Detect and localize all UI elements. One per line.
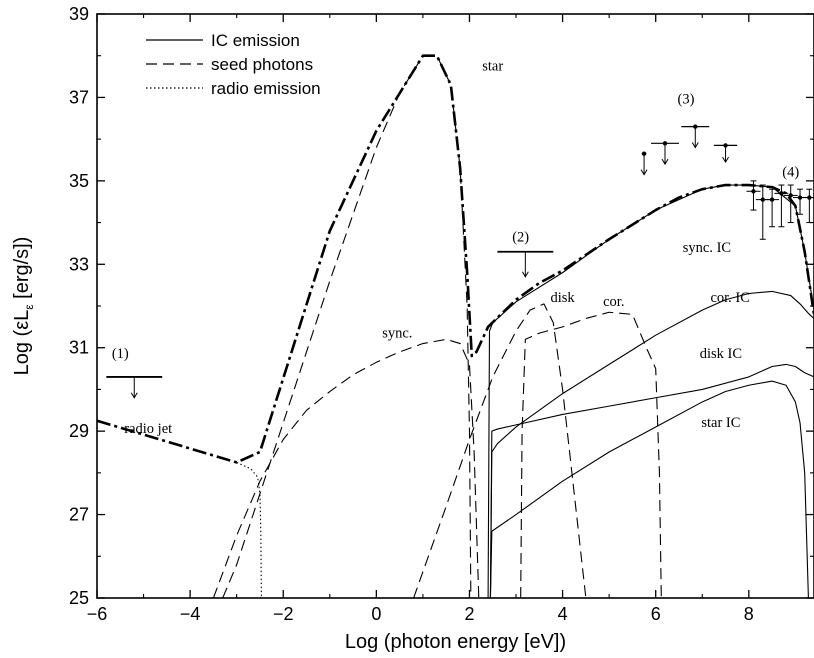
annotation-label: disk — [550, 290, 575, 306]
series-lines — [97, 54, 814, 598]
y-tick-label: 27 — [69, 505, 89, 525]
data-point-marker — [788, 193, 793, 198]
upper-limit-marker — [693, 124, 698, 129]
y-tick-label: 37 — [69, 87, 89, 107]
upper-limit-arrowhead — [722, 156, 729, 164]
annotation-label: (2) — [512, 229, 529, 245]
y-tick-label: 25 — [69, 588, 89, 608]
x-tick-label: 8 — [744, 604, 754, 624]
data-point-marker — [751, 189, 756, 194]
upper-limit-arrowhead — [521, 271, 529, 278]
y-tick-label: 31 — [69, 338, 89, 358]
upper-limit-arrowhead — [661, 158, 669, 166]
data-markers — [106, 124, 814, 399]
legend-label: IC emission — [211, 31, 300, 50]
y-tick-label: 39 — [69, 4, 89, 24]
series-radio-jet-line — [236, 461, 262, 598]
x-tick-label: 4 — [558, 604, 568, 624]
series-star-ic-line — [489, 380, 809, 598]
annotation-label: sync. IC — [683, 240, 731, 256]
annotation-label: cor. — [603, 294, 624, 310]
y-axis-label: Log (εLε [erg/s]) — [11, 237, 36, 376]
annotation-label: sync. — [382, 325, 412, 341]
series-cor-ic-line — [489, 290, 814, 598]
plot-border — [96, 13, 814, 599]
annotation-label: star IC — [701, 415, 740, 431]
annotations: star (3) (4) (2) sync. IC disk cor. cor. IC sync… — [112, 58, 800, 437]
y-tick-label: 35 — [69, 171, 89, 191]
series-sync-line — [212, 338, 480, 598]
annotation-label: disk IC — [700, 346, 742, 362]
data-point-marker — [797, 195, 803, 200]
upper-limit-marker — [641, 151, 647, 156]
series-total-line — [97, 54, 814, 464]
x-tick-label: −6 — [87, 604, 108, 624]
x-tick-label: 6 — [651, 604, 661, 624]
plot-frame — [96, 13, 814, 599]
x-tick-label: 0 — [371, 604, 381, 624]
series-star-line — [222, 55, 472, 598]
upper-limit-arrowhead — [691, 142, 699, 149]
legend-label: seed photons — [211, 55, 313, 74]
annotation-label: (4) — [782, 165, 799, 181]
upper-limit-marker — [723, 143, 728, 148]
annotation-label: radio jet — [124, 421, 172, 437]
series-disk-ic-line — [489, 363, 814, 598]
upper-limit-marker — [662, 141, 668, 146]
y-axis-label-sub: ε — [22, 304, 36, 310]
legend-label: radio emission — [211, 79, 321, 98]
upper-limit-arrowhead — [640, 169, 648, 176]
annotation-label: (3) — [678, 92, 695, 108]
series-disk-line — [413, 303, 587, 598]
upper-limit-arrowhead — [130, 392, 138, 399]
y-axis-label-main: Log (εL — [11, 310, 33, 376]
series-sync-ic-line — [487, 184, 814, 598]
x-tick-label: −2 — [273, 604, 294, 624]
y-axis-label-tail: [erg/s]) — [11, 237, 33, 305]
x-tick-label: −4 — [180, 604, 201, 624]
x-tick-label: 2 — [464, 604, 474, 624]
data-point-marker — [807, 195, 812, 200]
series-cor-line — [520, 311, 662, 598]
data-point-marker — [769, 197, 775, 202]
y-tick-label: 33 — [69, 254, 89, 274]
annotation-label: star — [482, 58, 503, 74]
annotation-label: cor. IC — [710, 290, 749, 306]
x-axis-label: Log (photon energy [eV]) — [345, 631, 566, 653]
data-point-marker — [760, 197, 765, 202]
axis-ticks: −6 −4 −2 0 2 4 6 8 25 27 29 31 33 35 37 39 — [69, 4, 814, 624]
data-point-marker — [779, 191, 784, 196]
y-tick-label: 29 — [69, 421, 89, 441]
legend: IC emission seed photons radio emission — [146, 31, 321, 98]
annotation-label: (1) — [112, 346, 129, 362]
